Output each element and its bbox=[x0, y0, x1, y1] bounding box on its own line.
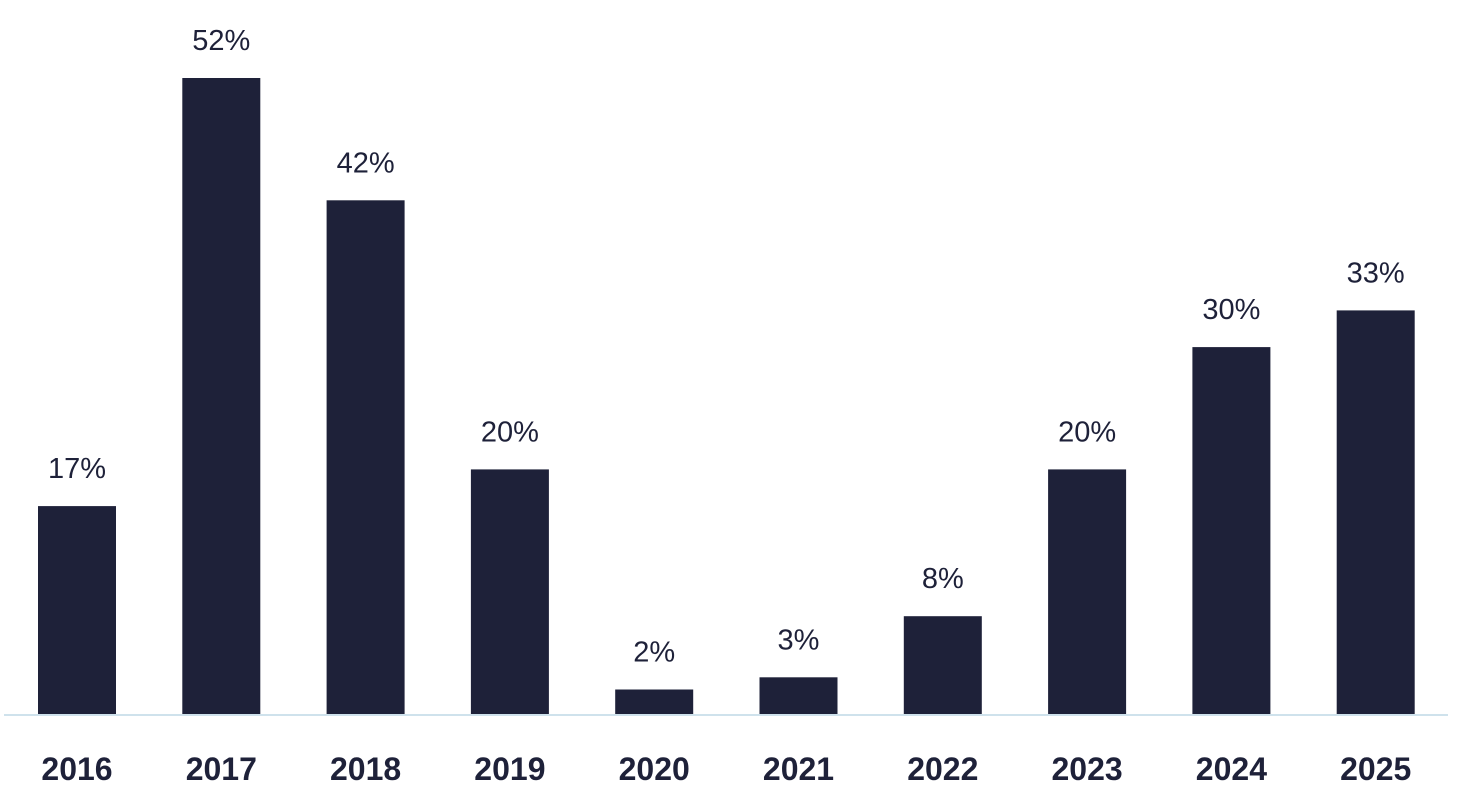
x-tick-label-2023: 2023 bbox=[1052, 751, 1123, 787]
data-label-2022: 8% bbox=[922, 563, 964, 595]
x-tick-label-2020: 2020 bbox=[619, 751, 690, 787]
bar-2018 bbox=[326, 200, 405, 715]
bar-2024 bbox=[1192, 347, 1271, 714]
x-tick-label-2022: 2022 bbox=[907, 751, 978, 787]
x-tick-label-2021: 2021 bbox=[763, 751, 834, 787]
data-label-2021: 3% bbox=[778, 624, 820, 656]
data-label-2019: 20% bbox=[481, 416, 539, 448]
x-tick-label-2019: 2019 bbox=[474, 751, 545, 787]
data-label-2025: 33% bbox=[1347, 257, 1405, 289]
data-label-2018: 42% bbox=[337, 147, 395, 179]
data-label-2024: 30% bbox=[1202, 294, 1260, 326]
bars-group bbox=[38, 78, 1415, 715]
bar-2019 bbox=[470, 469, 549, 714]
bar-2017 bbox=[182, 78, 261, 714]
data-label-2016: 17% bbox=[48, 453, 106, 485]
bar-2020 bbox=[615, 689, 694, 714]
x-tick-label-2018: 2018 bbox=[330, 751, 401, 787]
value-labels-group: 17% 52% 42% 20% 2% 3% 8% 20% 30% 33% bbox=[48, 25, 1405, 669]
x-tick-label-2017: 2017 bbox=[186, 751, 257, 787]
bar-2023 bbox=[1048, 469, 1127, 714]
bar-2021 bbox=[759, 677, 838, 714]
data-label-2023: 20% bbox=[1058, 416, 1116, 448]
bar-2022 bbox=[903, 616, 982, 714]
data-label-2017: 52% bbox=[192, 25, 250, 57]
bar-2016 bbox=[38, 506, 116, 714]
x-tick-label-2016: 2016 bbox=[41, 751, 112, 787]
x-tick-label-2025: 2025 bbox=[1340, 751, 1411, 787]
data-label-2020: 2% bbox=[633, 637, 675, 669]
bar-2025 bbox=[1336, 310, 1415, 714]
x-axis-tick-labels: 2016 2017 2018 2019 2020 2021 2022 2023 2024 2025 bbox=[41, 751, 1411, 787]
x-tick-label-2024: 2024 bbox=[1196, 751, 1267, 787]
